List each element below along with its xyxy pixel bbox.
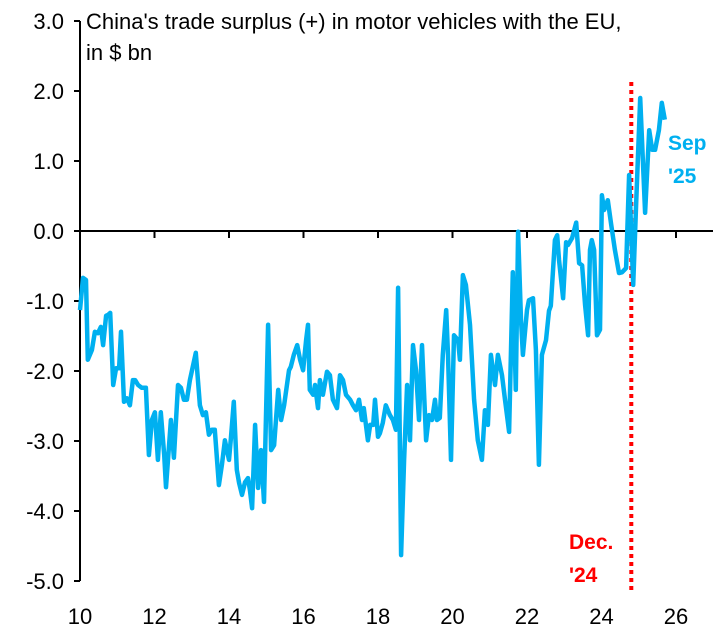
x-tick-label: 20 [440,604,464,629]
y-tick-label: 1.0 [33,149,64,174]
y-tick-label: -5.0 [26,569,64,594]
chart-title-line2: in $ bn [86,40,153,65]
chart-title-line1: China's trade surplus (+) in motor vehic… [86,9,622,34]
dec-24-label-line1: Dec. [569,531,614,554]
x-tick-label: 24 [589,604,613,629]
sep-25-label-line1: Sep [668,132,707,155]
dec-24-annotation: Dec. '24 [569,526,613,592]
x-tick-label: 22 [515,604,539,629]
dec-24-label-line2: '24 [569,564,598,587]
y-tick-label: -1.0 [26,289,64,314]
x-tick-label: 18 [366,604,390,629]
y-tick-label: -3.0 [26,429,64,454]
y-tick-label: -2.0 [26,359,64,384]
x-tick-label: 16 [291,604,315,629]
x-tick-label: 12 [142,604,166,629]
y-tick-label: -4.0 [26,499,64,524]
sep-25-annotation: Sep '25 [668,127,707,193]
x-tick-label: 14 [217,604,241,629]
chart-title: China's trade surplus (+) in motor vehic… [86,6,621,68]
y-tick-label: 2.0 [33,79,64,104]
x-tick-label: 10 [68,604,92,629]
series-line [77,95,668,558]
x-tick-label: 26 [664,604,688,629]
y-tick-label: 0.0 [33,219,64,244]
y-tick-label: 3.0 [33,9,64,34]
sep-25-label-line2: '25 [668,165,697,188]
